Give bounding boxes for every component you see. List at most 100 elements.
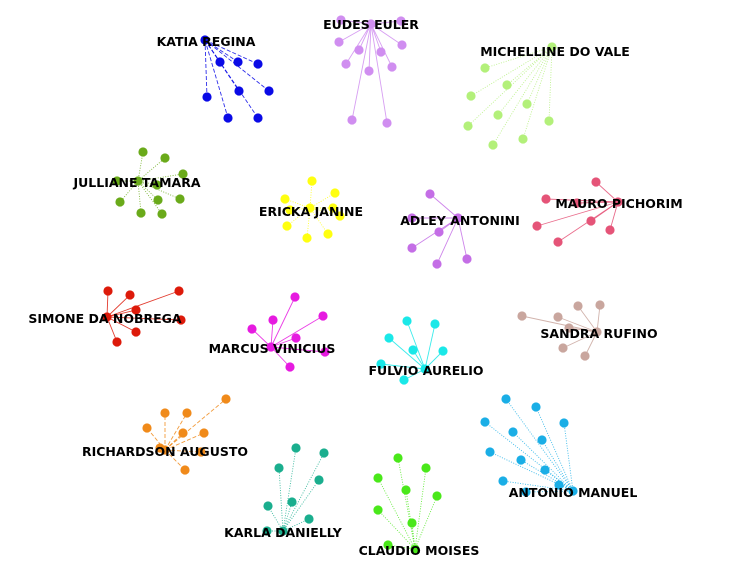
- node-marcus-vinicius-7[interactable]: [320, 347, 330, 357]
- node-julliane-tamara-2[interactable]: [160, 153, 170, 163]
- node-karla-danielly-6[interactable]: [263, 501, 273, 511]
- node-richardson-augusto-9[interactable]: [180, 465, 190, 475]
- node-eudes-euler-6[interactable]: [397, 40, 407, 50]
- node-fulvio-aurelio-2[interactable]: [430, 319, 440, 329]
- node-julliane-tamara-6[interactable]: [136, 208, 146, 218]
- node-simone-da-nobrega-1[interactable]: [103, 286, 113, 296]
- node-sandra-rufino-6[interactable]: [558, 343, 568, 353]
- node-julliane-tamara-8[interactable]: [175, 194, 185, 204]
- node-antonio-manuel-5[interactable]: [559, 418, 569, 428]
- node-sandra-rufino-2[interactable]: [553, 312, 563, 322]
- node-claudio-moises-8[interactable]: [383, 540, 393, 550]
- node-michelline-do-vale-9[interactable]: [518, 134, 528, 144]
- node-karla-danielly-7[interactable]: [304, 514, 314, 524]
- node-antonio-manuel-7[interactable]: [485, 447, 495, 457]
- node-mauro-pichorim-3[interactable]: [572, 198, 582, 208]
- node-marcus-vinicius-3[interactable]: [268, 315, 278, 325]
- node-richardson-augusto-4[interactable]: [142, 423, 152, 433]
- node-antonio-manuel-12[interactable]: [521, 487, 531, 497]
- node-karla-danielly-8[interactable]: [262, 526, 272, 536]
- node-julliane-tamara-5[interactable]: [115, 197, 125, 207]
- node-ericka-janine-6[interactable]: [323, 229, 333, 239]
- hub-node-julliane-tamara[interactable]: [133, 176, 143, 186]
- node-richardson-augusto-2[interactable]: [160, 408, 170, 418]
- node-simone-da-nobrega-4[interactable]: [131, 305, 141, 315]
- node-michelline-do-vale-3[interactable]: [466, 91, 476, 101]
- node-mauro-pichorim-1[interactable]: [591, 177, 601, 187]
- node-sandra-rufino-3[interactable]: [573, 301, 583, 311]
- node-adley-antonini-5[interactable]: [432, 259, 442, 269]
- hub-node-adley-antonini[interactable]: [453, 213, 463, 223]
- node-adley-antonini-6[interactable]: [462, 254, 472, 264]
- node-antonio-manuel-4[interactable]: [508, 427, 518, 437]
- node-fulvio-aurelio-4[interactable]: [438, 346, 448, 356]
- hub-node-claudio-moises[interactable]: [410, 544, 420, 554]
- node-simone-da-nobrega-3[interactable]: [174, 286, 184, 296]
- node-eudes-euler-10[interactable]: [347, 115, 357, 125]
- node-fulvio-aurelio-5[interactable]: [408, 345, 418, 355]
- node-julliane-tamara-1[interactable]: [138, 147, 148, 157]
- hub-node-mauro-pichorim[interactable]: [613, 197, 623, 207]
- hub-node-ericka-janine[interactable]: [305, 203, 315, 213]
- node-eudes-euler-4[interactable]: [354, 45, 364, 55]
- node-katia-regina-1[interactable]: [215, 57, 225, 67]
- node-karla-danielly-2[interactable]: [319, 448, 329, 458]
- node-claudio-moises-3[interactable]: [373, 473, 383, 483]
- node-karla-danielly-3[interactable]: [274, 463, 284, 473]
- node-adley-antonini-3[interactable]: [434, 227, 444, 237]
- hub-node-karla-danielly[interactable]: [278, 526, 288, 536]
- hub-node-simone-da-nobrega[interactable]: [102, 312, 112, 322]
- node-mauro-pichorim-6[interactable]: [605, 225, 615, 235]
- node-richardson-augusto-1[interactable]: [221, 394, 231, 404]
- hub-node-fulvio-aurelio[interactable]: [420, 364, 430, 374]
- node-marcus-vinicius-2[interactable]: [318, 311, 328, 321]
- node-marcus-vinicius-6[interactable]: [285, 362, 295, 372]
- node-ericka-janine-3[interactable]: [280, 194, 290, 204]
- node-sandra-rufino-4[interactable]: [595, 300, 605, 310]
- node-karla-danielly-1[interactable]: [291, 443, 301, 453]
- node-julliane-tamara-9[interactable]: [157, 209, 167, 219]
- node-claudio-moises-5[interactable]: [432, 491, 442, 501]
- node-eudes-euler-1[interactable]: [336, 15, 346, 25]
- node-antonio-manuel-6[interactable]: [537, 435, 547, 445]
- node-ericka-janine-4[interactable]: [335, 211, 345, 221]
- node-fulvio-aurelio-6[interactable]: [376, 359, 386, 369]
- node-adley-antonini-2[interactable]: [407, 213, 417, 223]
- node-simone-da-nobrega-7[interactable]: [176, 315, 186, 325]
- node-marcus-vinicius-4[interactable]: [247, 324, 257, 334]
- node-simone-da-nobrega-2[interactable]: [125, 290, 135, 300]
- node-eudes-euler-9[interactable]: [387, 62, 397, 72]
- node-simone-da-nobrega-5[interactable]: [131, 327, 141, 337]
- node-claudio-moises-6[interactable]: [373, 505, 383, 515]
- node-michelline-do-vale-4[interactable]: [522, 99, 532, 109]
- node-katia-regina-3[interactable]: [253, 59, 263, 69]
- node-ericka-janine-5[interactable]: [282, 221, 292, 231]
- node-karla-danielly-5[interactable]: [287, 497, 297, 507]
- node-antonio-manuel-11[interactable]: [554, 480, 564, 490]
- node-ericka-janine-2[interactable]: [330, 188, 340, 198]
- node-julliane-tamara-10[interactable]: [112, 176, 122, 186]
- node-eudes-euler-3[interactable]: [334, 37, 344, 47]
- hub-node-michelline-do-vale[interactable]: [547, 42, 557, 52]
- node-eudes-euler-11[interactable]: [382, 118, 392, 128]
- node-julliane-tamara-7[interactable]: [153, 195, 163, 205]
- node-katia-regina-2[interactable]: [233, 57, 243, 67]
- node-michelline-do-vale-8[interactable]: [488, 140, 498, 150]
- node-antonio-manuel-10[interactable]: [540, 465, 550, 475]
- node-claudio-moises-4[interactable]: [401, 485, 411, 495]
- node-sandra-rufino-1[interactable]: [517, 311, 527, 321]
- node-michelline-do-vale-2[interactable]: [502, 80, 512, 90]
- node-richardson-augusto-8[interactable]: [196, 447, 206, 457]
- node-marcus-vinicius-1[interactable]: [290, 292, 300, 302]
- node-adley-antonini-4[interactable]: [407, 243, 417, 253]
- node-ericka-janine-1[interactable]: [307, 176, 317, 186]
- hub-node-eudes-euler[interactable]: [366, 19, 376, 29]
- node-katia-regina-5[interactable]: [234, 86, 244, 96]
- hub-node-sandra-rufino[interactable]: [592, 327, 602, 337]
- node-claudio-moises-2[interactable]: [421, 463, 431, 473]
- node-mauro-pichorim-2[interactable]: [541, 194, 551, 204]
- node-julliane-tamara-3[interactable]: [178, 169, 188, 179]
- node-katia-regina-6[interactable]: [264, 86, 274, 96]
- node-richardson-augusto-5[interactable]: [178, 428, 188, 438]
- node-fulvio-aurelio-7[interactable]: [399, 375, 409, 385]
